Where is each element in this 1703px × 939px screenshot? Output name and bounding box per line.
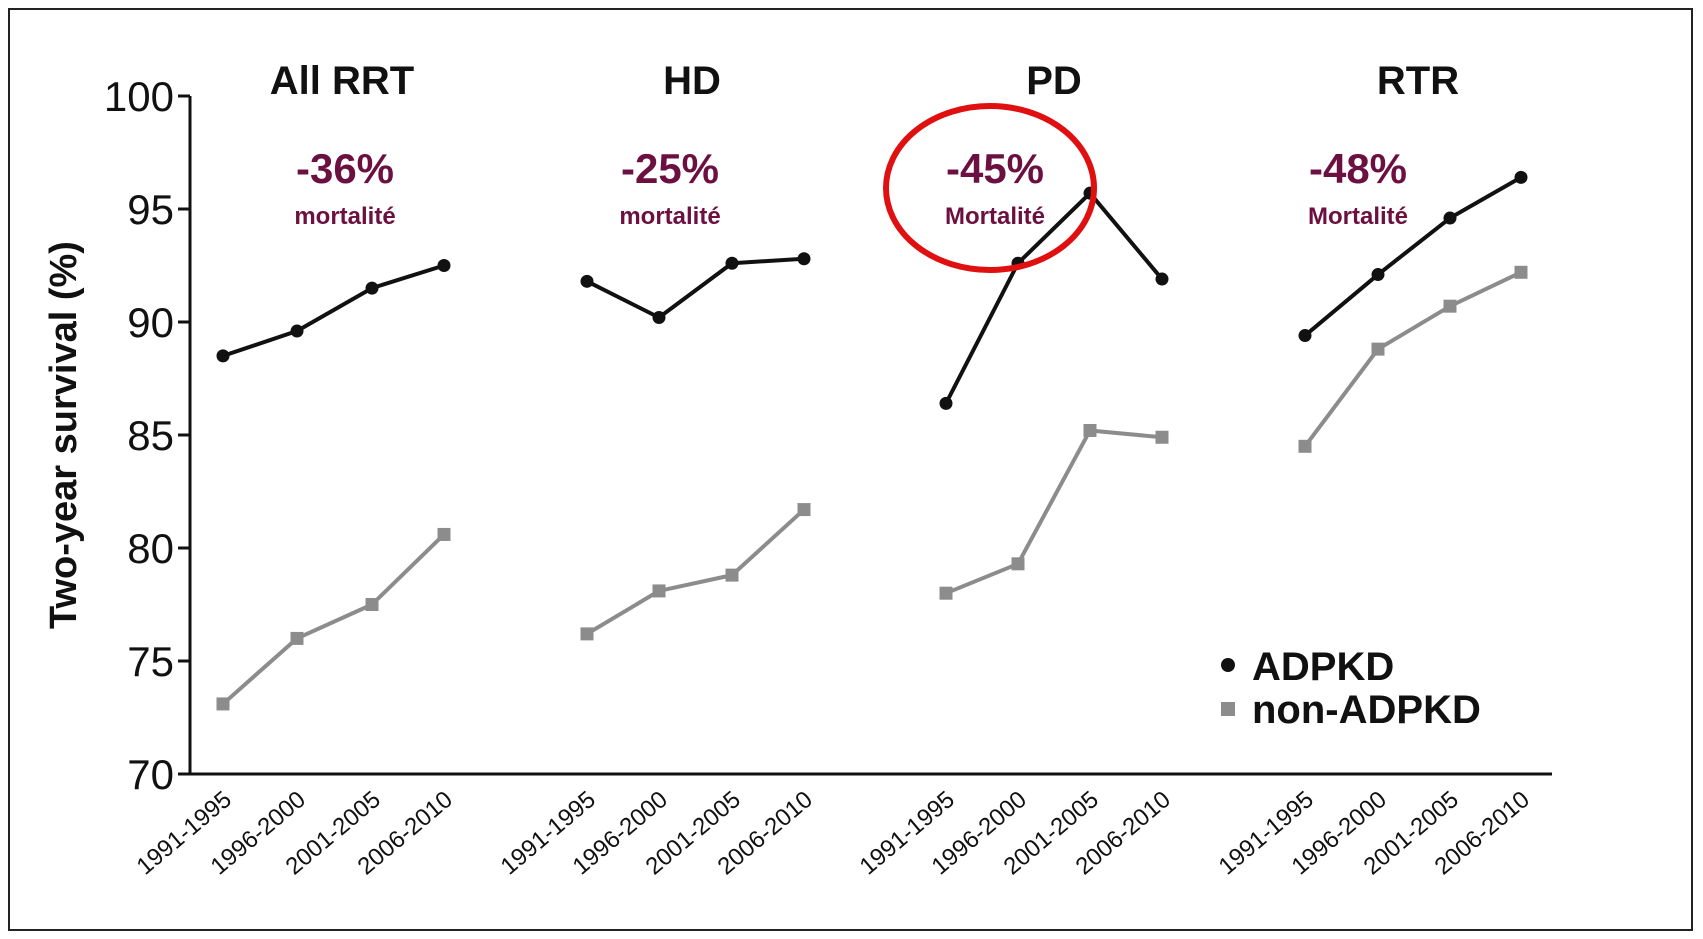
y-tick-label: 75 xyxy=(127,638,174,685)
mortality-reduction-value: -45% xyxy=(946,145,1044,192)
adpkd-data-point xyxy=(290,324,304,338)
non-adpkd-data-point xyxy=(725,568,739,582)
non-adpkd-data-point xyxy=(652,584,666,598)
legend-non-adpkd-label: non-ADPKD xyxy=(1252,688,1481,732)
y-axis-label: Two-year survival (%) xyxy=(43,241,85,629)
adpkd-data-point xyxy=(1298,329,1312,343)
highlight-circle xyxy=(883,103,1097,273)
y-tick-label: 80 xyxy=(127,525,174,572)
adpkd-data-point xyxy=(1443,211,1457,225)
adpkd-series-line xyxy=(222,263,445,358)
mortality-reduction-value: -25% xyxy=(621,145,719,192)
adpkd-data-point xyxy=(1155,272,1169,286)
non-adpkd-data-point xyxy=(797,503,811,517)
panel-title: All RRT xyxy=(270,59,414,103)
mortality-label: mortalité xyxy=(294,203,395,230)
adpkd-data-point xyxy=(797,252,811,266)
adpkd-data-point xyxy=(725,256,739,270)
non-adpkd-data-point xyxy=(580,627,594,641)
adpkd-data-point xyxy=(1514,170,1528,184)
mortality-reduction-value: -36% xyxy=(296,145,394,192)
y-tick-label: 90 xyxy=(127,299,174,346)
non-adpkd-series-line xyxy=(945,428,1163,596)
y-tick-label: 100 xyxy=(104,73,174,120)
non-adpkd-data-point xyxy=(1011,557,1025,571)
y-tick-label: 95 xyxy=(127,186,174,233)
figure-frame xyxy=(8,8,1693,931)
adpkd-data-point xyxy=(365,281,379,295)
y-tick-label: 85 xyxy=(127,412,174,459)
y-tick-label: 70 xyxy=(127,751,174,798)
non-adpkd-data-point xyxy=(1443,299,1457,313)
non-adpkd-data-point xyxy=(1298,439,1312,453)
non-adpkd-data-point xyxy=(1155,430,1169,444)
adpkd-series-line xyxy=(1303,175,1522,338)
non-adpkd-series-line xyxy=(585,508,806,636)
legend-adpkd-label: ADPKD xyxy=(1252,645,1394,689)
legend-adpkd-marker xyxy=(1221,658,1235,672)
adpkd-series-line xyxy=(944,191,1164,405)
panel-title: PD xyxy=(1026,59,1082,103)
non-adpkd-data-point xyxy=(365,598,379,611)
adpkd-data-point xyxy=(1371,268,1385,282)
adpkd-data-point xyxy=(939,396,953,410)
adpkd-series-line xyxy=(586,256,805,320)
non-adpkd-series-line xyxy=(1303,270,1522,448)
mortality-label: mortalité xyxy=(619,203,720,230)
adpkd-data-point xyxy=(652,310,666,324)
non-adpkd-series-line xyxy=(221,533,446,706)
non-adpkd-data-point xyxy=(437,527,451,541)
legend-non-adpkd-marker xyxy=(1221,702,1235,716)
non-adpkd-data-point xyxy=(939,586,953,600)
non-adpkd-data-point xyxy=(1083,423,1097,437)
adpkd-data-point xyxy=(216,349,230,363)
panel-title: RTR xyxy=(1377,59,1459,103)
mortality-reduction-value: -48% xyxy=(1309,145,1407,192)
non-adpkd-data-point xyxy=(290,631,304,645)
mortality-label: Mortalité xyxy=(945,203,1045,230)
adpkd-data-point xyxy=(580,274,594,288)
non-adpkd-data-point xyxy=(1371,342,1385,356)
adpkd-data-point xyxy=(437,259,451,272)
mortality-label: Mortalité xyxy=(1308,203,1408,230)
non-adpkd-data-point xyxy=(216,697,230,711)
panel-title: HD xyxy=(663,59,721,103)
non-adpkd-data-point xyxy=(1514,265,1528,279)
